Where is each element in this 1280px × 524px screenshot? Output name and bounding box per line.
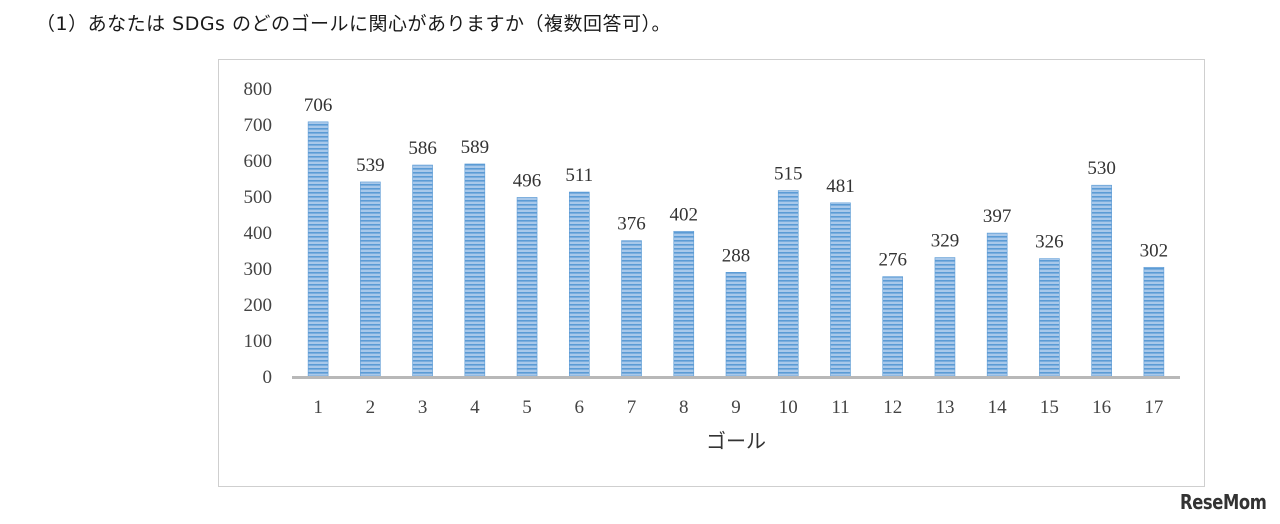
data-label: 586 [408,138,437,159]
bars [307,121,1165,377]
x-tick-label: 13 [935,397,954,418]
x-tick-label: 3 [418,397,428,418]
x-tick-label: 9 [731,397,741,418]
x-tick-label: 7 [627,397,637,418]
x-axis-label: ゴール [706,429,766,453]
bar [568,191,590,377]
data-label: 706 [304,95,333,116]
question-title: （1）あなたは SDGs のどのゴールに関心がありますか（複数回答可）。 [36,13,671,35]
data-label: 530 [1087,158,1116,179]
data-label: 511 [565,165,593,186]
y-tick-label: 300 [244,259,273,280]
x-tick-label: 12 [883,397,902,418]
bar [360,181,381,377]
y-tick-label: 400 [244,223,273,244]
bar [882,276,904,377]
y-tick-label: 200 [244,295,273,316]
bar [986,232,1008,377]
x-tick-label: 16 [1092,397,1111,418]
data-label: 329 [931,231,960,252]
data-label: 539 [356,155,385,176]
data-label: 397 [983,206,1012,227]
x-tick-label: 5 [522,397,532,418]
y-tick-label: 100 [244,331,273,352]
data-label: 496 [513,170,542,191]
bar [516,197,538,377]
data-label: 376 [617,214,646,235]
bar [464,163,486,377]
x-tick-label: 1 [313,397,323,418]
x-tick-label: 15 [1040,397,1059,418]
bar [725,272,747,377]
bar [777,190,799,377]
data-label: 302 [1140,240,1169,261]
bar [830,202,851,377]
x-tick-label: 6 [575,397,585,418]
y-tick-label: 600 [244,151,273,172]
data-label: 326 [1035,232,1064,253]
bar [1143,266,1165,377]
y-axis-ticks: 0 100 200 300 400 500 600 700 800 [244,79,273,388]
bar [307,121,329,377]
x-tick-label: 2 [366,397,376,418]
x-tick-label: 11 [831,397,849,418]
y-tick-label: 700 [244,115,273,136]
y-tick-label: 0 [263,367,273,388]
bar [673,230,695,377]
data-label: 402 [670,204,699,225]
bar [412,164,433,377]
y-tick-label: 500 [244,187,273,208]
data-label: 515 [774,164,803,185]
bar [1039,258,1060,377]
x-tick-label: 4 [470,397,480,418]
data-label: 288 [722,245,751,266]
data-label: 276 [878,250,907,271]
x-tick-label: 10 [779,397,798,418]
bar [934,257,956,377]
x-tick-label: 8 [679,397,689,418]
data-label: 481 [826,176,855,197]
x-axis-ticks: 1 2 3 4 5 6 7 8 9 10 11 12 13 14 15 16 17 [313,397,1163,418]
x-tick-label: 14 [988,397,1008,418]
data-label: 589 [461,137,490,158]
x-tick-label: 17 [1144,397,1163,418]
y-tick-label: 800 [244,79,273,100]
bar [621,240,642,377]
data-labels: 706 539 586 589 496 511 376 402 288 515 481 276 329 3… [304,95,1168,271]
resemom-logo: ReseMom [1179,490,1267,514]
bar [1091,184,1112,377]
